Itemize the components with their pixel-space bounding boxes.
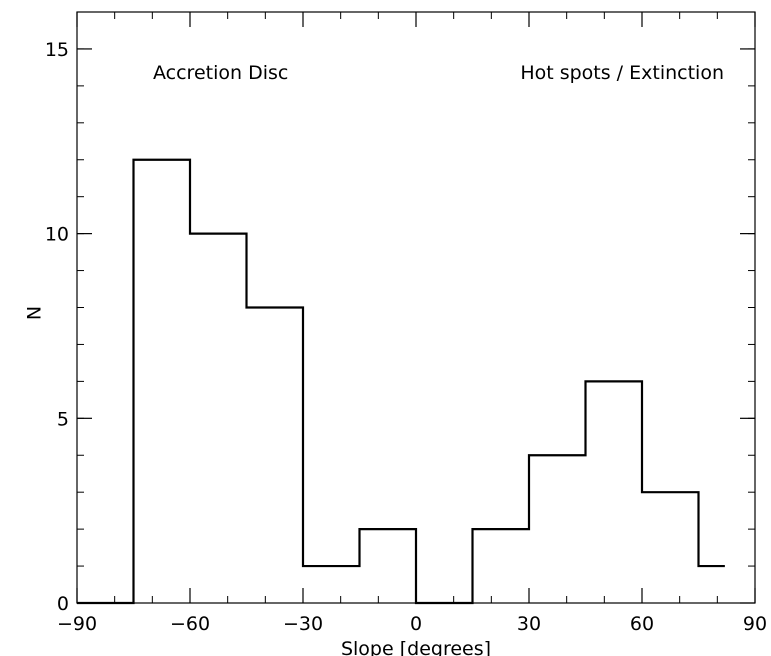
x-tick-label: 30 — [517, 613, 541, 635]
x-tick-label: −60 — [170, 613, 210, 635]
x-tick-label: −30 — [283, 613, 323, 635]
minor-ticks — [76, 11, 756, 604]
x-tick-label: −90 — [57, 613, 97, 635]
y-tick-labels: 0 5 10 15 — [45, 39, 69, 615]
plot-frame — [76, 11, 756, 604]
y-tick-label: 5 — [57, 408, 69, 430]
major-ticks — [76, 12, 756, 604]
y-tick-label: 15 — [45, 39, 69, 61]
y-tick-label: 10 — [45, 224, 69, 246]
y-axis-label: N — [24, 306, 46, 320]
histogram-step-line — [77, 158, 725, 605]
annotation-hot-spots-extinction: Hot spots / Extinction — [520, 62, 724, 84]
y-tick-label: 0 — [57, 593, 69, 615]
x-tick-label: 60 — [630, 613, 654, 635]
x-axis-label: Slope [degrees] — [341, 638, 491, 656]
x-tick-labels: −90 −60 −30 0 30 60 90 — [57, 613, 767, 635]
x-tick-label: 0 — [410, 613, 422, 635]
annotation-accretion-disc: Accretion Disc — [153, 62, 288, 84]
x-tick-label: 90 — [743, 613, 767, 635]
